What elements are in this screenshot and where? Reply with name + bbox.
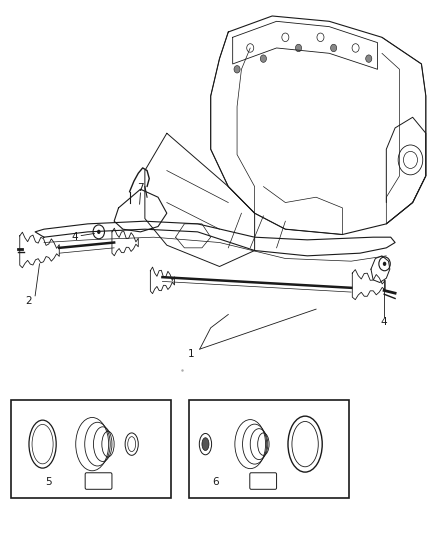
Circle shape [382, 262, 385, 266]
Text: 6: 6 [212, 478, 219, 487]
Ellipse shape [201, 438, 208, 450]
Text: 4: 4 [380, 318, 387, 327]
Text: 1: 1 [187, 350, 194, 359]
Circle shape [97, 230, 100, 234]
Text: 4: 4 [71, 232, 78, 242]
Circle shape [330, 44, 336, 52]
Bar [188, 400, 348, 498]
Text: 2: 2 [25, 296, 32, 306]
Bar [11, 400, 171, 498]
Circle shape [295, 44, 301, 52]
Text: 7: 7 [137, 183, 144, 192]
Text: 5: 5 [45, 478, 52, 487]
Circle shape [260, 55, 266, 62]
Circle shape [365, 55, 371, 62]
Circle shape [233, 66, 240, 73]
